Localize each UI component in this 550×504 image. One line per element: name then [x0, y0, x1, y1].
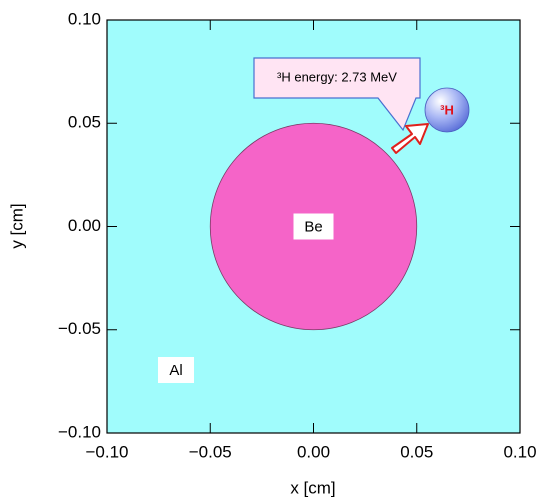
- y-axis-title: y [cm]: [7, 203, 26, 248]
- x-tick-label: −0.05: [189, 442, 232, 461]
- chart: x [cm] y [cm] Be Al ³H energy: 2.73 MeV ³H −…: [0, 0, 550, 504]
- y-tick-label: 0.00: [68, 216, 101, 235]
- y-tick-label: −0.10: [58, 422, 101, 441]
- y-tick-label: 0.05: [68, 113, 101, 132]
- callout-text: ³H energy: 2.73 MeV: [277, 69, 397, 84]
- circle-label: Be: [304, 218, 322, 235]
- y-tick-label: 0.10: [68, 9, 101, 28]
- x-tick-label: 0.00: [297, 442, 330, 461]
- x-tick-label: −0.10: [85, 442, 128, 461]
- x-axis-title: x [cm]: [290, 478, 335, 497]
- region-label: Al: [169, 362, 182, 379]
- y-tick-label: −0.05: [58, 319, 101, 338]
- x-tick-label: 0.10: [503, 442, 536, 461]
- particle-label: ³H: [440, 102, 454, 117]
- x-tick-label: 0.05: [400, 442, 433, 461]
